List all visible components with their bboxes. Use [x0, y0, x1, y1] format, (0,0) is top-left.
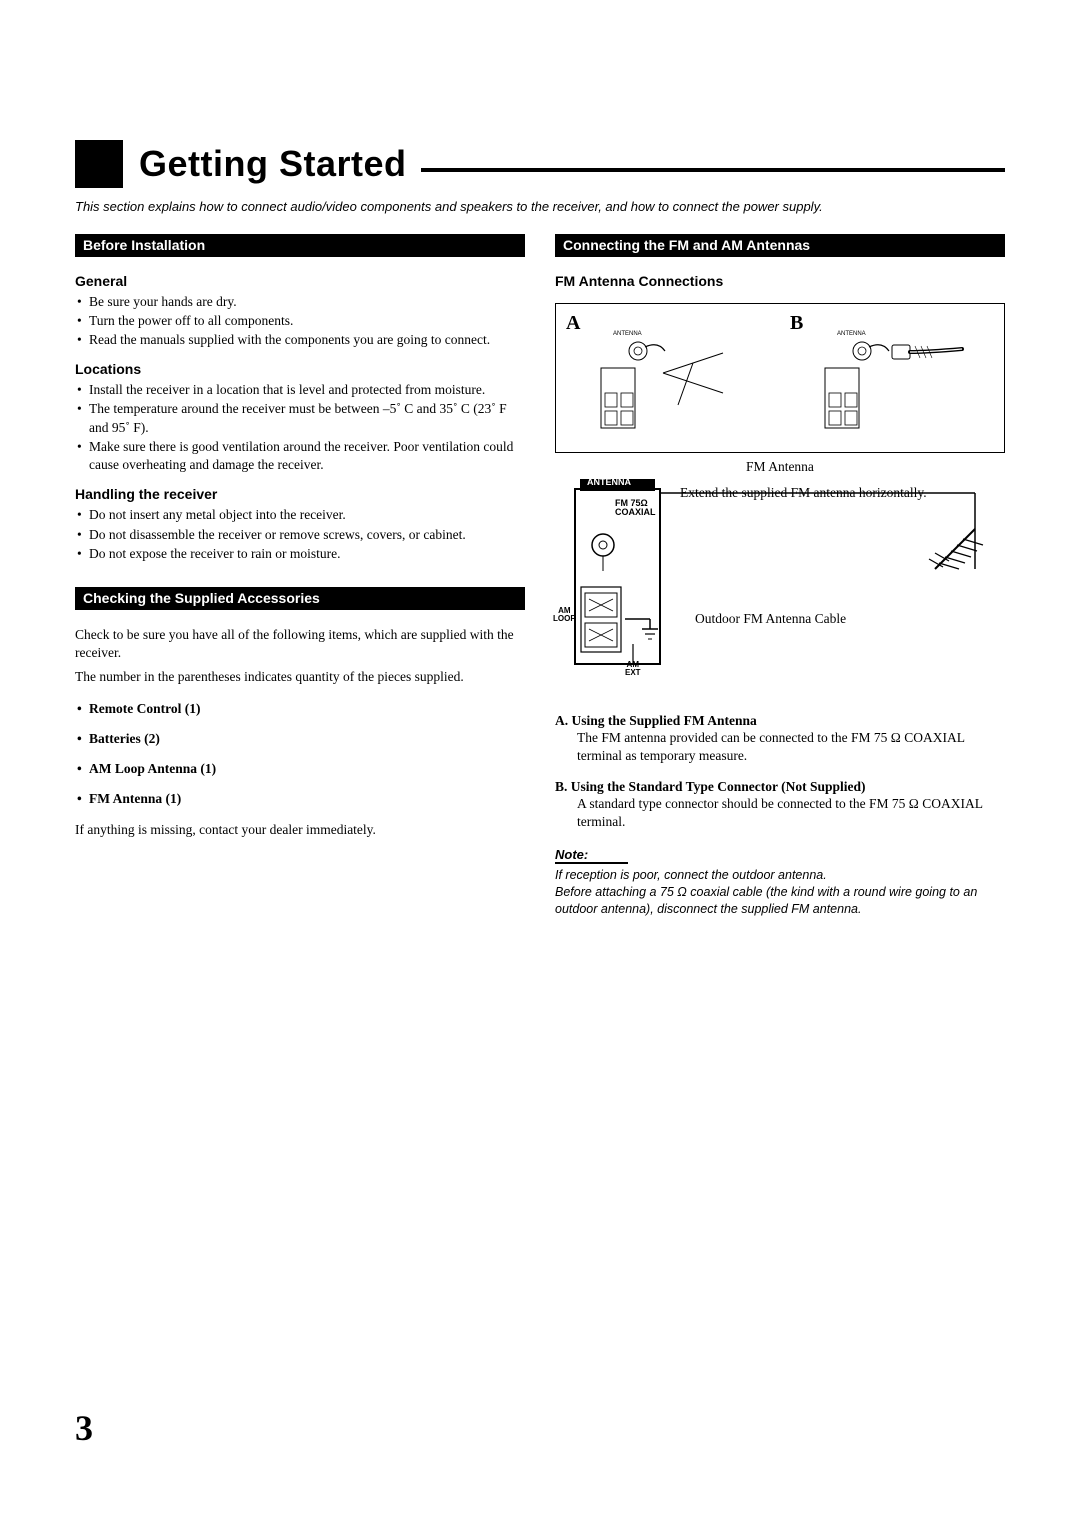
handling-head: Handling the receiver	[75, 486, 525, 502]
item-b-body: A standard type connector should be conn…	[577, 795, 1005, 831]
fm75-l2: COAXIAL	[615, 507, 656, 517]
diagram-panel-b: B ANTENNA	[780, 304, 1004, 452]
list-item: Read the manuals supplied with the compo…	[75, 331, 525, 349]
list-item: Turn the power off to all components.	[75, 312, 525, 330]
supply-item: Batteries (2)	[75, 731, 525, 747]
section-intro: This section explains how to connect aud…	[75, 198, 1005, 216]
general-list: Be sure your hands are dry. Turn the pow…	[75, 293, 525, 350]
panel-a-illustration: ANTENNA	[583, 313, 753, 443]
left-column: Before Installation General Be sure your…	[75, 234, 525, 919]
checking-accessories-head: Checking the Supplied Accessories	[75, 587, 525, 610]
fm-connections-head: FM Antenna Connections	[555, 273, 1005, 289]
locations-head: Locations	[75, 361, 525, 377]
connecting-antennas-head: Connecting the FM and AM Antennas	[555, 234, 1005, 257]
list-item: Do not disassemble the receiver or remov…	[75, 526, 525, 544]
note-body: If reception is poor, connect the outdoo…	[555, 867, 1005, 918]
list-item: Do not insert any metal object into the …	[75, 506, 525, 524]
supply-item: Remote Control (1)	[75, 701, 525, 717]
title-marker	[75, 140, 123, 188]
check-para-2: The number in the parentheses indicates …	[75, 668, 525, 686]
right-column: Connecting the FM and AM Antennas FM Ant…	[555, 234, 1005, 919]
item-b-head: B. Using the Standard Type Connector (No…	[555, 779, 1005, 795]
check-para-1: Check to be sure you have all of the fol…	[75, 626, 525, 662]
antenna-panel-label: ANTENNA	[587, 477, 631, 487]
am-loop-label: AM LOOP	[553, 607, 576, 623]
list-item: Make sure there is good ventilation arou…	[75, 438, 525, 474]
general-head: General	[75, 273, 525, 289]
handling-list: Do not insert any metal object into the …	[75, 506, 525, 563]
fm-antenna-caption: FM Antenna	[555, 459, 1005, 475]
title-rule	[421, 168, 1005, 172]
outdoor-cable-text: Outdoor FM Antenna Cable	[695, 611, 846, 627]
am-ext-label: AM EXT	[625, 661, 641, 677]
fm-diagram-box: A ANTENNA	[555, 303, 1005, 453]
supply-item: FM Antenna (1)	[75, 791, 525, 807]
ant-text: ANTENNA	[613, 331, 642, 337]
page-title: Getting Started	[139, 143, 407, 185]
list-item: Do not expose the receiver to rain or mo…	[75, 545, 525, 563]
locations-list: Install the receiver in a location that …	[75, 381, 525, 474]
list-item: Be sure your hands are dry.	[75, 293, 525, 311]
diagram-label-a: A	[566, 312, 580, 335]
list-item: Install the receiver in a location that …	[75, 381, 525, 399]
lower-diagram: ANTENNA FM 75Ω COAXIAL AM LOOP AM EXT Ex…	[555, 479, 1005, 679]
fm75-label: FM 75Ω COAXIAL	[615, 499, 656, 517]
diagram-panel-a: A ANTENNA	[556, 304, 780, 452]
diagram-label-b: B	[790, 312, 803, 335]
page-number: 3	[75, 1407, 93, 1449]
item-a-head: A. Using the Supplied FM Antenna	[555, 713, 1005, 729]
ant-text: ANTENNA	[837, 331, 866, 337]
list-item: The temperature around the receiver must…	[75, 400, 525, 436]
item-a-body: The FM antenna provided can be connected…	[577, 729, 1005, 765]
note-head: Note:	[555, 847, 628, 864]
extend-horizontal-text: Extend the supplied FM antenna horizonta…	[680, 485, 927, 501]
before-installation-head: Before Installation	[75, 234, 525, 257]
two-column-layout: Before Installation General Be sure your…	[75, 234, 1005, 919]
supply-item: AM Loop Antenna (1)	[75, 761, 525, 777]
panel-b-illustration: ANTENNA	[807, 313, 977, 443]
title-row: Getting Started	[75, 140, 1005, 188]
check-para-3: If anything is missing, contact your dea…	[75, 821, 525, 839]
